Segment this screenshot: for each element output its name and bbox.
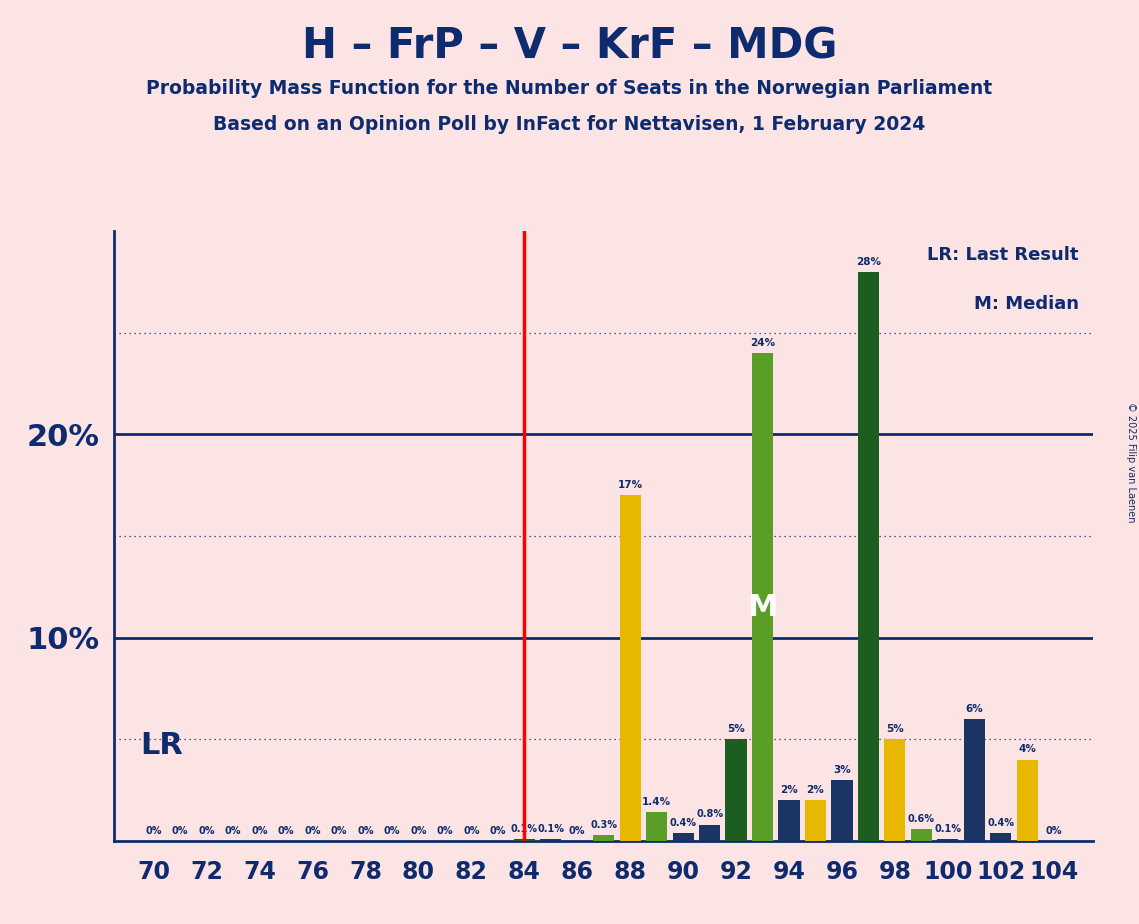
Text: 1.4%: 1.4% xyxy=(642,797,671,808)
Text: M: Median: M: Median xyxy=(974,295,1079,313)
Text: 0%: 0% xyxy=(146,826,162,835)
Text: 28%: 28% xyxy=(855,257,880,267)
Bar xyxy=(964,719,985,841)
Text: 0%: 0% xyxy=(490,826,506,835)
Text: LR: LR xyxy=(140,731,183,760)
Bar xyxy=(937,839,958,841)
Text: 2%: 2% xyxy=(806,785,825,795)
Bar xyxy=(884,739,906,841)
Text: 0%: 0% xyxy=(198,826,215,835)
Text: 0.1%: 0.1% xyxy=(538,823,564,833)
Bar xyxy=(858,272,879,841)
Bar xyxy=(540,839,562,841)
Text: 4%: 4% xyxy=(1018,745,1036,754)
Bar xyxy=(990,833,1011,841)
Bar xyxy=(514,839,535,841)
Bar xyxy=(1017,760,1038,841)
Text: 5%: 5% xyxy=(886,724,903,734)
Text: 0.1%: 0.1% xyxy=(934,823,961,833)
Bar xyxy=(699,824,720,841)
Text: 24%: 24% xyxy=(749,338,775,347)
Text: 0%: 0% xyxy=(464,826,480,835)
Text: M: M xyxy=(747,592,778,622)
Text: H – FrP – V – KrF – MDG: H – FrP – V – KrF – MDG xyxy=(302,26,837,67)
Text: 0%: 0% xyxy=(330,826,347,835)
Bar xyxy=(778,800,800,841)
Text: 0%: 0% xyxy=(172,826,188,835)
Bar xyxy=(805,800,826,841)
Text: Based on an Opinion Poll by InFact for Nettavisen, 1 February 2024: Based on an Opinion Poll by InFact for N… xyxy=(213,115,926,134)
Bar xyxy=(726,739,747,841)
Text: 17%: 17% xyxy=(617,480,642,490)
Text: Probability Mass Function for the Number of Seats in the Norwegian Parliament: Probability Mass Function for the Number… xyxy=(147,79,992,98)
Bar xyxy=(593,834,614,841)
Text: 0%: 0% xyxy=(410,826,427,835)
Text: 3%: 3% xyxy=(833,765,851,774)
Text: 0%: 0% xyxy=(252,826,268,835)
Text: 0%: 0% xyxy=(304,826,321,835)
Bar xyxy=(646,812,667,841)
Text: 2%: 2% xyxy=(780,785,797,795)
Text: 0%: 0% xyxy=(1046,826,1062,835)
Text: 0.4%: 0.4% xyxy=(988,818,1015,828)
Text: 0%: 0% xyxy=(358,826,374,835)
Text: LR: Last Result: LR: Last Result xyxy=(927,246,1079,264)
Text: 0.3%: 0.3% xyxy=(590,820,617,830)
Bar xyxy=(911,829,932,841)
Text: 0%: 0% xyxy=(278,826,294,835)
Text: 0%: 0% xyxy=(436,826,453,835)
Bar xyxy=(672,833,694,841)
Text: 6%: 6% xyxy=(966,704,983,713)
Text: 0.1%: 0.1% xyxy=(510,823,538,833)
Text: © 2025 Filip van Laenen: © 2025 Filip van Laenen xyxy=(1126,402,1136,522)
Text: 5%: 5% xyxy=(727,724,745,734)
Text: 0.8%: 0.8% xyxy=(696,809,723,820)
Bar xyxy=(620,495,641,841)
Text: 0.4%: 0.4% xyxy=(670,818,697,828)
Text: 0%: 0% xyxy=(570,826,585,835)
Bar xyxy=(752,353,773,841)
Text: 0%: 0% xyxy=(224,826,241,835)
Text: 0.6%: 0.6% xyxy=(908,813,935,823)
Text: 0%: 0% xyxy=(384,826,400,835)
Bar xyxy=(831,780,852,841)
